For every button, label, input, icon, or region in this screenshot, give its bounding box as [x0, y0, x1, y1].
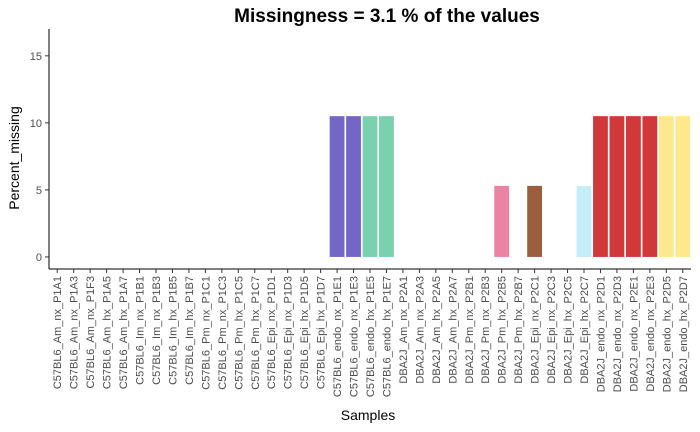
bar [494, 185, 510, 257]
x-tick-label: C57BL6_Im_nx_P1B3 [151, 276, 163, 385]
x-tick-label: DBA2J_endo_hx_P2D5 [661, 276, 673, 392]
x-tick-label: DBA2J_endo_nx_P2E1 [628, 276, 640, 392]
x-tick-label: C57BL6_Am_hx_P1A7 [118, 276, 130, 389]
x-tick-label: C57BL6_Am_nx_P1A3 [69, 276, 81, 389]
bar [362, 116, 378, 257]
x-tick-label: C57BL6_Pm_nx_P1C3 [217, 276, 229, 390]
x-tick-label: DBA2J_endo_nx_P2D3 [612, 276, 624, 392]
bar [329, 116, 345, 257]
y-tick-label: 15 [30, 51, 42, 63]
plot-area [329, 116, 691, 257]
x-tick-label: C57BL6_Pm_hx_P1C5 [233, 276, 245, 390]
x-tick-label: C57BL6_Pm_nx_P1C1 [200, 276, 212, 390]
bar [576, 185, 592, 257]
x-tick-label: C57BL6_Im_hx_P1B7 [184, 276, 196, 385]
x-tick-label: DBA2J_Pm_hx_P2B5 [497, 276, 509, 384]
chart-title: Missingness = 3.1 % of the values [234, 6, 540, 27]
x-tick-label: DBA2J_Epi_hx_P2C5 [563, 276, 575, 384]
x-tick-label: DBA2J_Pm_nx_P2B1 [464, 276, 476, 384]
x-tick-label: DBA2J_Am_nx_P2A1 [398, 276, 410, 384]
bar [625, 116, 641, 257]
x-tick-label: C57BL6_Am_nx_P1F3 [85, 276, 97, 389]
x-tick-label: C57BL6_endo_hx_P1E7 [381, 276, 393, 397]
x-tick-label: C57BL6_endo_nx_P1E3 [349, 276, 361, 397]
x-tick-label: C57BL6_Epi_nx_P1D3 [283, 276, 295, 389]
x-tick-label: DBA2J_Epi_hx_P2C7 [579, 276, 591, 384]
x-tick-label: DBA2J_Pm_hx_P2B7 [513, 276, 525, 384]
bar [346, 116, 361, 257]
x-tick-label: DBA2J_endo_nx_P2E3 [645, 276, 657, 392]
bar [593, 116, 608, 257]
x-tick-label: C57BL6_Epi_hx_P1D7 [316, 276, 328, 389]
x-tick-label: C57BL6_Pm_hx_P1C7 [250, 276, 262, 390]
x-tick-label: DBA2J_Am_nx_P2A3 [414, 276, 426, 384]
bar [658, 116, 674, 257]
y-axis: 0 5 10 15 [30, 29, 50, 269]
x-tick-label: DBA2J_Epi_nx_P2C1 [530, 276, 542, 384]
x-tick-label: C57BL6_Am_nx_P1A1 [52, 276, 64, 389]
x-tick-label: C57BL6_endo_hx_P1E5 [365, 276, 377, 397]
x-tick-label: C57BL6_Im_nx_P1B1 [135, 276, 147, 385]
y-tick-label: 10 [30, 118, 42, 130]
x-tick-label: C57BL6_Epi_nx_P1D1 [266, 276, 278, 389]
x-tick-label: DBA2J_endo_hx_P2D7 [678, 276, 690, 392]
y-tick-label: 0 [36, 252, 42, 264]
x-tick-label: DBA2J_endo_nx_P2D1 [595, 276, 607, 392]
x-tick-label: DBA2J_Epi_nx_P2C3 [546, 276, 558, 384]
x-tick-label: C57BL6_endo_nx_P1E1 [332, 276, 344, 397]
y-axis-title: Percent_missing [6, 106, 22, 210]
bar [379, 116, 394, 257]
bar [527, 185, 543, 257]
x-tick-label: DBA2J_Am_hx_P2A5 [431, 276, 443, 384]
bar [609, 116, 625, 257]
x-tick-label: C57BL6_Epi_hx_P1D5 [299, 276, 311, 389]
bar [642, 116, 658, 257]
x-tick-label: C57BL6_Im_hx_P1B5 [167, 276, 179, 385]
y-tick-label: 5 [36, 185, 42, 197]
x-tick-label: DBA2J_Pm_nx_P2B3 [480, 276, 492, 384]
bar [675, 116, 691, 257]
x-axis: C57BL6_Am_nx_P1A1 C57BL6_Am_nx_P1A3 C57BL6… [49, 268, 691, 397]
x-axis-title: Samples [341, 407, 395, 423]
x-tick-label: C57BL6_Am_hx_P1A5 [102, 276, 114, 389]
x-tick-label: DBA2J_Am_hx_P2A7 [447, 276, 459, 384]
